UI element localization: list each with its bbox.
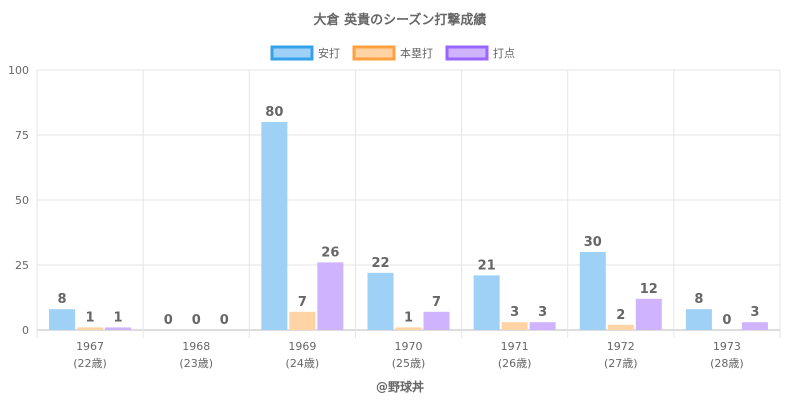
y-tick-label: 0: [22, 324, 29, 337]
bar-安打-1971: [473, 275, 500, 330]
bar-打点-1969: [317, 262, 344, 330]
data-label: 0: [722, 313, 731, 328]
data-label: 30: [584, 235, 602, 250]
legend-swatch-2: [445, 45, 489, 61]
x-tick-label: 1973: [713, 340, 741, 353]
data-label: 1: [404, 310, 413, 325]
data-label: 8: [694, 292, 703, 307]
data-label: 22: [371, 256, 389, 271]
data-label: 0: [220, 313, 229, 328]
data-label: 1: [86, 310, 95, 325]
y-tick-label: 75: [15, 129, 29, 142]
x-tick-sublabel: (25歳): [392, 357, 426, 370]
bar-打点-1967: [105, 327, 132, 330]
x-tick-sublabel: (26歳): [498, 357, 532, 370]
data-label: 1: [114, 310, 123, 325]
chart-title: 大倉 英貴のシーズン打撃成績: [314, 12, 487, 28]
legend-label-0[interactable]: 安打: [318, 46, 340, 60]
legend-swatch-0: [270, 45, 314, 61]
bar-打点-1972: [635, 298, 662, 330]
data-label: 12: [640, 282, 658, 297]
y-tick-label: 100: [8, 64, 29, 77]
bar-安打-1967: [49, 309, 76, 330]
data-label: 3: [510, 305, 519, 320]
data-label: 8: [58, 292, 67, 307]
bar-本塁打-1970: [395, 327, 422, 330]
legend-label-2[interactable]: 打点: [493, 46, 515, 60]
data-label: 7: [432, 295, 441, 310]
bar-安打-1969: [261, 122, 288, 330]
x-tick-sublabel: (24歳): [286, 357, 320, 370]
bar-本塁打-1967: [77, 327, 104, 330]
bar-打点-1971: [529, 322, 556, 330]
x-tick-label: 1967: [76, 340, 104, 353]
bar-打点-1973: [741, 322, 768, 330]
x-tick-label: 1971: [501, 340, 529, 353]
data-label: 21: [478, 258, 496, 273]
x-tick-label: 1970: [395, 340, 423, 353]
data-label: 7: [298, 295, 307, 310]
data-label: 80: [265, 105, 283, 120]
bar-本塁打-1971: [501, 322, 528, 330]
legend-swatch-1: [352, 45, 396, 61]
data-label: 2: [616, 308, 625, 323]
y-tick-label: 50: [15, 194, 29, 207]
legend-label-1[interactable]: 本塁打: [400, 46, 433, 60]
bar-安打-1970: [367, 272, 394, 330]
bar-安打-1973: [685, 309, 712, 330]
data-label: 3: [538, 305, 547, 320]
data-label: 3: [750, 305, 759, 320]
y-tick-label: 25: [15, 259, 29, 272]
x-tick-label: 1968: [182, 340, 210, 353]
bar-打点-1970: [423, 311, 450, 330]
x-tick-sublabel: (22歳): [73, 357, 107, 370]
bar-本塁打-1969: [289, 311, 316, 330]
x-tick-sublabel: (23歳): [179, 357, 213, 370]
x-tick-label: 1972: [607, 340, 635, 353]
data-label: 26: [321, 245, 339, 260]
x-tick-sublabel: (28歳): [710, 357, 744, 370]
data-label: 0: [192, 313, 201, 328]
x-tick-sublabel: (27歳): [604, 357, 638, 370]
data-label: 0: [164, 313, 173, 328]
bar-本塁打-1972: [607, 324, 634, 330]
x-tick-label: 1969: [288, 340, 316, 353]
footer-credit: @野球丼: [376, 379, 424, 394]
bar-安打-1972: [579, 252, 606, 330]
